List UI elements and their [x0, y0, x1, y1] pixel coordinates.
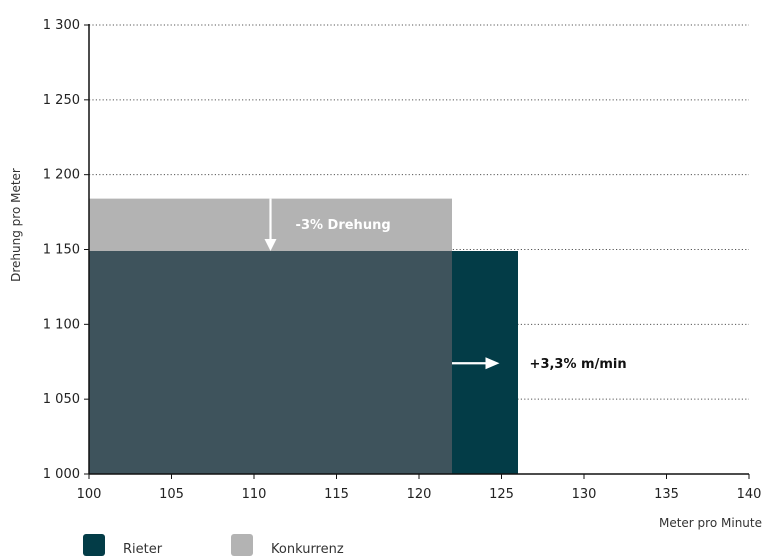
legend-swatch [83, 534, 105, 556]
arrow-down-head [264, 238, 277, 251]
x-tick-label: 130 [572, 487, 597, 502]
y-tick-label: 1 100 [43, 317, 80, 332]
bar-overlap [89, 250, 452, 474]
y-axis-label: Drehung pro Meter [9, 168, 23, 282]
x-axis-label: Meter pro Minute [659, 516, 762, 530]
y-tick-label: 1 000 [43, 467, 80, 482]
y-tick-label: 1 050 [43, 392, 80, 407]
x-tick-label: 140 [737, 487, 762, 502]
legend-label: Rieter [123, 542, 163, 556]
y-tick-label: 1 200 [43, 168, 80, 183]
x-tick-label: 110 [242, 487, 267, 502]
bars [89, 198, 518, 474]
legend-swatch [231, 534, 253, 556]
x-tick-labels: 100 105 110 115 120 125 130 135 140 [77, 487, 762, 502]
y-tick-label: 1 150 [43, 243, 80, 258]
annotation-drehung: -3% Drehung [296, 218, 391, 233]
x-tick-label: 120 [407, 487, 432, 502]
legend: Rieter Konkurrenz [83, 534, 344, 556]
x-tick-label: 115 [324, 487, 349, 502]
x-tick-label: 105 [159, 487, 184, 502]
x-tick-label: 100 [77, 487, 102, 502]
axes [84, 24, 750, 479]
x-tick-label: 135 [654, 487, 679, 502]
x-tick-label: 125 [489, 487, 514, 502]
arrow-right-head [485, 357, 500, 370]
annotation-speed: +3,3% m/min [530, 357, 627, 372]
y-tick-labels: 1 000 1 050 1 100 1 150 1 200 1 250 1 300 [43, 18, 80, 482]
annotations: -3% Drehung +3,3% m/min [264, 198, 627, 372]
legend-label: Konkurrenz [271, 542, 344, 556]
y-tick-label: 1 250 [43, 93, 80, 108]
y-tick-label: 1 300 [43, 18, 80, 33]
